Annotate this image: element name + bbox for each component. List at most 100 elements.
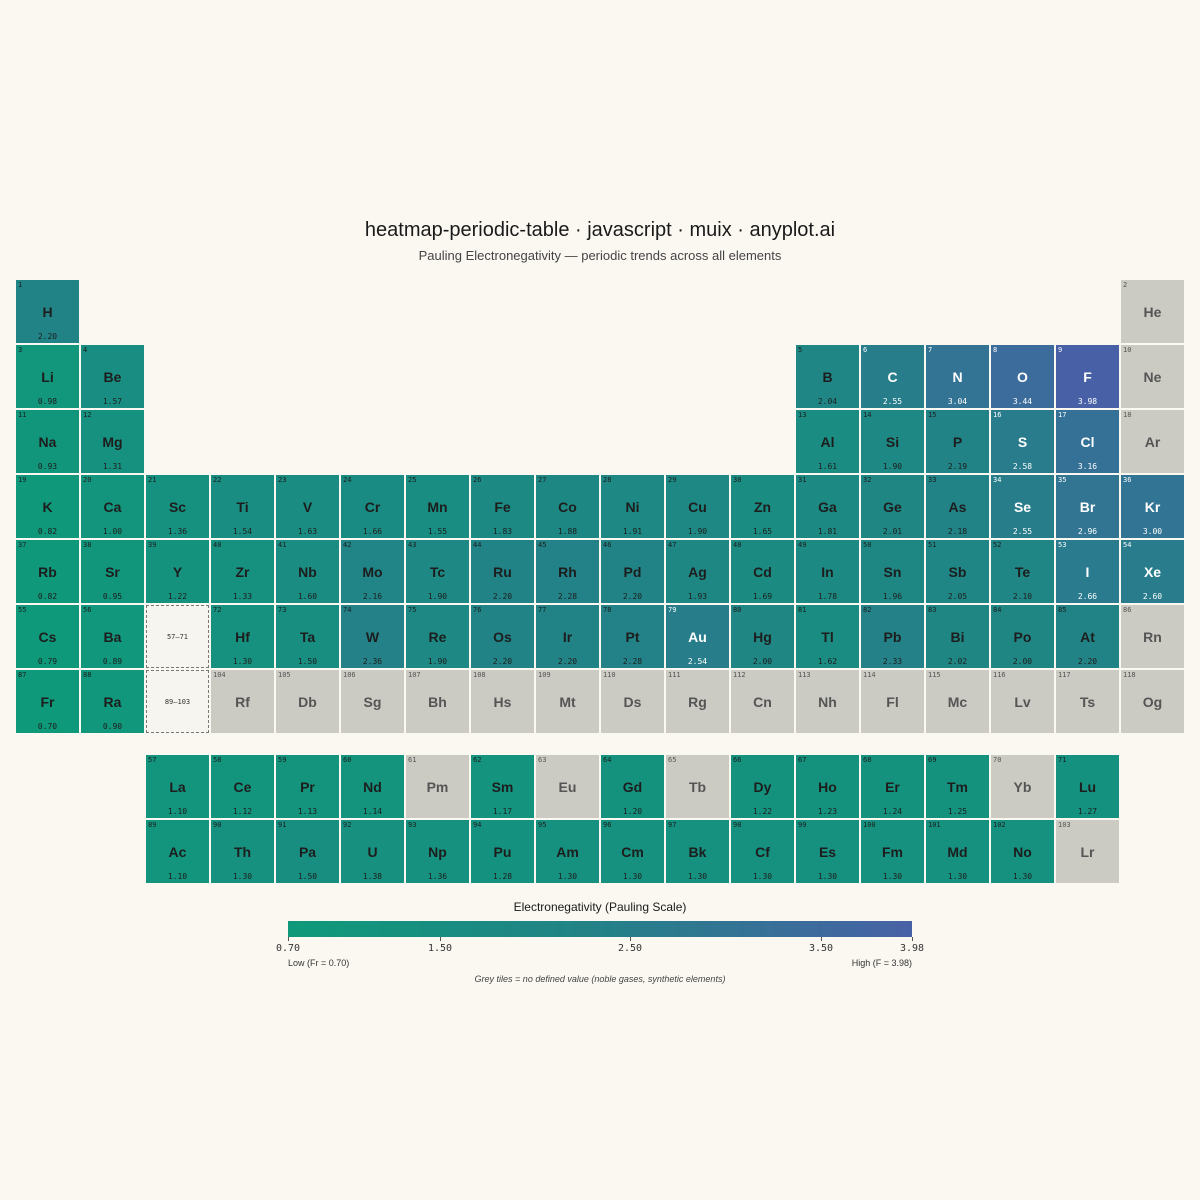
element-symbol: Gd <box>622 779 643 795</box>
atomic-number: 3 <box>18 346 23 354</box>
element-symbol: Cd <box>753 564 772 580</box>
element-symbol: Lu <box>1078 779 1097 795</box>
element-tile-o: 8 O 3.44 <box>991 345 1054 408</box>
element-symbol: S <box>1017 434 1028 450</box>
element-symbol: Rg <box>688 694 707 710</box>
electronegativity-value: 1.96 <box>882 592 903 601</box>
electronegativity-value: 1.63 <box>297 527 318 536</box>
electronegativity-value: 0.90 <box>102 722 123 731</box>
electronegativity-value: 0.95 <box>102 592 123 601</box>
colorbar-tick-label: 1.50 <box>427 943 453 954</box>
electronegativity-value: 1.28 <box>492 872 513 881</box>
element-tile-pm: 61 Pm <box>406 755 469 818</box>
electronegativity-value: 1.36 <box>167 527 188 536</box>
element-tile-pr: 59 Pr 1.13 <box>276 755 339 818</box>
element-tile-sb: 51 Sb 2.05 <box>926 540 989 603</box>
element-symbol: Al <box>820 434 835 450</box>
element-tile-cs: 55 Cs 0.79 <box>16 605 79 668</box>
element-symbol: Br <box>1079 499 1096 515</box>
atomic-number: 59 <box>278 756 287 764</box>
atomic-number: 57 <box>148 756 157 764</box>
electronegativity-value: 0.82 <box>37 592 58 601</box>
element-symbol: Nd <box>363 779 382 795</box>
element-tile-cm: 96 Cm 1.30 <box>601 820 664 883</box>
atomic-number: 69 <box>928 756 937 764</box>
element-tile-b: 5 B 2.04 <box>796 345 859 408</box>
element-symbol: Fl <box>886 694 899 710</box>
element-tile-mn: 25 Mn 1.55 <box>406 475 469 538</box>
atomic-number: 46 <box>603 541 612 549</box>
colorbar-title: Electronegativity (Pauling Scale) <box>513 900 687 914</box>
colorbar-tick-label: 2.50 <box>617 943 643 954</box>
element-symbol: Cs <box>38 629 57 645</box>
element-tile-yb: 70 Yb <box>991 755 1054 818</box>
atomic-number: 52 <box>993 541 1002 549</box>
electronegativity-value: 2.20 <box>1077 657 1098 666</box>
element-symbol: Nb <box>298 564 317 580</box>
element-tile-bk: 97 Bk 1.30 <box>666 820 729 883</box>
element-tile-ce: 58 Ce 1.12 <box>211 755 274 818</box>
element-tile-p: 15 P 2.19 <box>926 410 989 473</box>
colorbar-tick-label: 0.70 <box>275 943 301 954</box>
electronegativity-value: 2.05 <box>947 592 968 601</box>
element-tile-lu: 71 Lu 1.27 <box>1056 755 1119 818</box>
electronegativity-value: 2.18 <box>947 527 968 536</box>
atomic-number: 108 <box>473 671 486 679</box>
atomic-number: 66 <box>733 756 742 764</box>
element-symbol: Np <box>428 844 447 860</box>
element-symbol: No <box>1013 844 1032 860</box>
element-symbol: Rf <box>235 694 250 710</box>
atomic-number: 53 <box>1058 541 1067 549</box>
element-tile-si: 14 Si 1.90 <box>861 410 924 473</box>
electronegativity-value: 1.23 <box>817 807 838 816</box>
element-symbol: F <box>1083 369 1092 385</box>
element-tile-s: 16 S 2.58 <box>991 410 1054 473</box>
atomic-number: 56 <box>83 606 92 614</box>
element-tile-al: 13 Al 1.61 <box>796 410 859 473</box>
atomic-number: 8 <box>993 346 998 354</box>
element-tile-hg: 80 Hg 2.00 <box>731 605 794 668</box>
legend-note: Grey tiles = no defined value (noble gas… <box>474 974 726 984</box>
element-symbol: Ag <box>688 564 707 580</box>
electronegativity-value: 2.55 <box>882 397 903 406</box>
atomic-number: 12 <box>83 411 92 419</box>
colorbar-tick <box>821 937 822 941</box>
electronegativity-value: 2.28 <box>622 657 643 666</box>
element-symbol: Rn <box>1143 629 1162 645</box>
atomic-number: 7 <box>928 346 933 354</box>
atomic-number: 50 <box>863 541 872 549</box>
electronegativity-value: 1.30 <box>557 872 578 881</box>
electronegativity-value: 2.20 <box>622 592 643 601</box>
element-tile-y: 39 Y 1.22 <box>146 540 209 603</box>
atomic-number: 28 <box>603 476 612 484</box>
electronegativity-value: 1.22 <box>752 807 773 816</box>
atomic-number: 27 <box>538 476 547 484</box>
element-symbol: Sr <box>105 564 120 580</box>
element-symbol: I <box>1085 564 1090 580</box>
element-symbol: Zr <box>235 564 250 580</box>
element-tile-v: 23 V 1.63 <box>276 475 339 538</box>
element-symbol: Pt <box>625 629 640 645</box>
element-symbol: Na <box>38 434 57 450</box>
atomic-number: 63 <box>538 756 547 764</box>
electronegativity-value: 2.19 <box>947 462 968 471</box>
atomic-number: 13 <box>798 411 807 419</box>
atomic-number: 20 <box>83 476 92 484</box>
element-symbol: Cr <box>364 499 381 515</box>
electronegativity-value: 1.31 <box>102 462 123 471</box>
element-tile-se: 34 Se 2.55 <box>991 475 1054 538</box>
element-tile-rh: 45 Rh 2.28 <box>536 540 599 603</box>
element-symbol: Ta <box>299 629 316 645</box>
atomic-number: 110 <box>603 671 616 679</box>
atomic-number: 24 <box>343 476 352 484</box>
atomic-number: 112 <box>733 671 746 679</box>
element-tile-fr: 87 Fr 0.70 <box>16 670 79 733</box>
element-symbol: Cl <box>1080 434 1095 450</box>
element-symbol: Sg <box>363 694 382 710</box>
atomic-number: 94 <box>473 821 482 829</box>
atomic-number: 55 <box>18 606 27 614</box>
element-symbol: Ba <box>103 629 122 645</box>
element-symbol: Cf <box>755 844 770 860</box>
element-tile-kr: 36 Kr 3.00 <box>1121 475 1184 538</box>
electronegativity-value: 1.90 <box>427 592 448 601</box>
